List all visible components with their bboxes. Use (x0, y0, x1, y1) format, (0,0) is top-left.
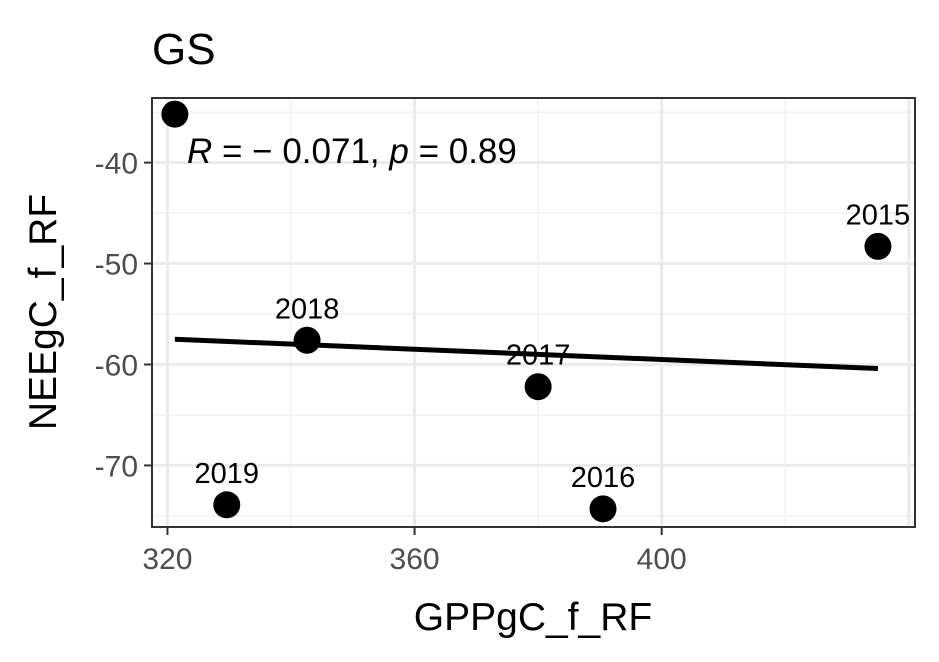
points-layer (161, 100, 892, 523)
data-point (213, 491, 241, 519)
data-point (589, 495, 617, 523)
data-point (864, 232, 892, 260)
data-point (293, 326, 321, 354)
data-point (161, 100, 189, 128)
annotation-p-value: = 0.89 (409, 132, 517, 171)
regression-line (174, 336, 879, 372)
point-label: 2017 (506, 340, 571, 372)
plot-panel (152, 98, 915, 527)
y-tick-label: -50 (95, 249, 138, 282)
x-axis-title: GPPgC_f_RF (414, 596, 652, 639)
point-label: 2019 (194, 458, 259, 490)
x-tick-label: 360 (390, 543, 440, 576)
chart-title: GS (152, 25, 216, 74)
point-labels-layer: 2019 2018 2017 2016 2015 (194, 199, 910, 493)
point-label: 2016 (571, 462, 636, 494)
regression-layer (174, 336, 879, 372)
x-tick-label: 400 (637, 543, 687, 576)
annotation-r-value: = − 0.071, (212, 132, 389, 171)
grid-major (152, 98, 915, 527)
annotation-r-symbol: R (187, 132, 212, 171)
grid-minor (152, 98, 915, 527)
y-tick-label: -40 (95, 148, 138, 181)
y-axis-title: NEEgC_f_RF (22, 194, 65, 430)
data-point (524, 373, 552, 401)
panel-border (151, 97, 916, 528)
y-tick-label: -70 (95, 450, 138, 483)
correlation-annotation: R = − 0.071, p = 0.89 (187, 132, 517, 171)
x-tick-label: 320 (142, 543, 192, 576)
y-axis: -70 -60 -50 -40 (95, 148, 152, 483)
point-label: 2015 (846, 199, 911, 231)
y-tick-label: -60 (95, 349, 138, 382)
annotation-p-symbol: p (388, 132, 408, 171)
point-label: 2018 (275, 293, 340, 325)
x-axis: 320 360 400 (142, 527, 687, 576)
